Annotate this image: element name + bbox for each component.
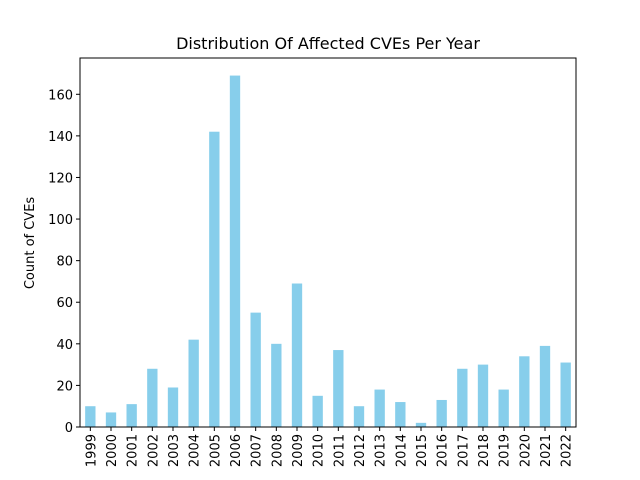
x-tick-label: 2020: [518, 434, 533, 467]
chart-title: Distribution Of Affected CVEs Per Year: [176, 34, 480, 53]
bar: [85, 406, 96, 427]
y-tick-label: 140: [48, 130, 73, 145]
plot-frame: [79, 57, 577, 428]
bar: [539, 345, 551, 427]
x-tick-label: 2021: [539, 434, 554, 467]
y-tick-label: 80: [56, 255, 73, 270]
bar: [188, 339, 199, 427]
y-tick-label: 100: [48, 213, 73, 228]
x-tick-label: 2016: [436, 434, 451, 467]
bar: [250, 312, 261, 427]
x-tick-label: 1999: [84, 434, 99, 467]
x-tick-label: 2010: [312, 434, 327, 467]
bar: [126, 404, 137, 427]
x-tick-label: 2012: [353, 434, 368, 467]
bar: [271, 343, 282, 427]
x-tick-label: 2008: [270, 434, 285, 467]
bar: [312, 395, 323, 427]
x-tick-label: 2000: [105, 434, 120, 467]
bar: [167, 387, 179, 427]
x-tick-label: 2007: [250, 434, 265, 467]
x-tick-label: 2022: [560, 434, 575, 467]
x-tick-label: 2004: [188, 434, 203, 467]
x-tick-label: 2014: [394, 434, 409, 467]
bar: [105, 412, 117, 427]
bar: [498, 389, 509, 427]
bar: [147, 368, 158, 427]
x-tick-label: 2019: [498, 434, 513, 467]
x-tick-label: 2002: [146, 434, 161, 467]
bar: [477, 364, 489, 427]
x-tick-label: 2017: [456, 434, 471, 467]
bar: [560, 362, 571, 427]
bar: [395, 402, 406, 427]
bar: [291, 283, 303, 427]
x-tick-label: 2013: [374, 434, 389, 467]
y-tick-label: 60: [56, 296, 73, 311]
x-tick-label: 2001: [126, 434, 141, 467]
bar: [333, 350, 344, 427]
bar: [519, 356, 530, 427]
y-tick-label: 120: [48, 171, 73, 186]
x-tick-label: 2015: [415, 434, 430, 467]
y-tick-label: 160: [48, 88, 73, 103]
bar: [415, 422, 427, 427]
y-tick-label: 0: [65, 421, 73, 436]
bar: [374, 389, 385, 427]
bar: [209, 131, 220, 427]
y-tick-label: 20: [56, 379, 73, 394]
x-tick-label: 2009: [291, 434, 306, 467]
x-tick-label: 2006: [229, 434, 244, 467]
bar: [229, 75, 241, 428]
x-tick-label: 2003: [167, 434, 182, 467]
bar: [353, 406, 365, 427]
x-tick-label: 2011: [332, 434, 347, 467]
y-axis-label: Count of CVEs: [23, 197, 38, 290]
bar: [457, 368, 468, 427]
x-tick-label: 2005: [208, 434, 223, 467]
x-tick-label: 2018: [477, 434, 492, 467]
y-tick-label: 40: [56, 338, 73, 353]
bar: [436, 399, 447, 427]
